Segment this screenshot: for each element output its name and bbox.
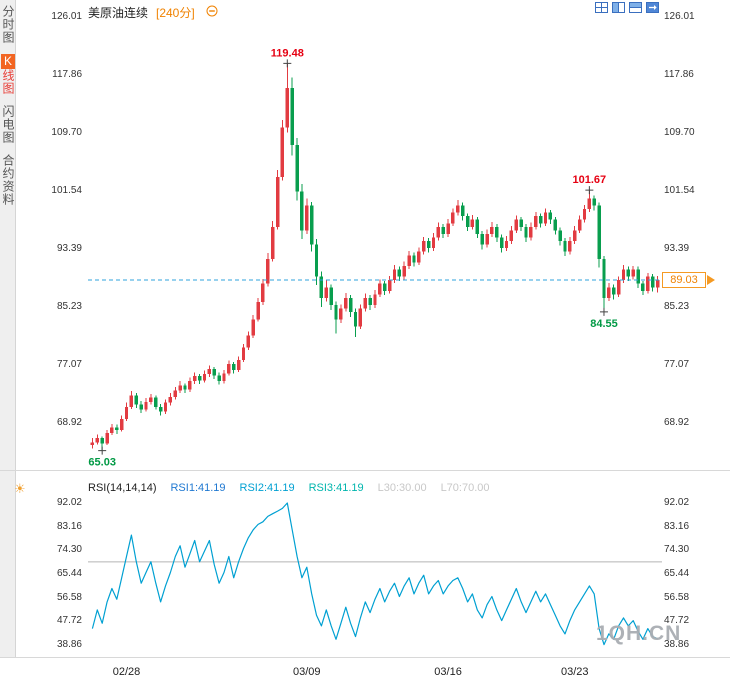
y-axis-label-left: 126.01 (51, 11, 82, 22)
y-axis-label-left: 117.86 (52, 68, 82, 80)
current-price-arrow-icon (707, 274, 715, 285)
rsi-chart-canvas[interactable] (88, 498, 662, 652)
pane-divider (0, 470, 730, 471)
active-tab-badge: K (1, 54, 15, 69)
y-axis-label-right: 126.01 (664, 11, 695, 22)
y-axis-label-left: 77.07 (56, 359, 82, 370)
sidebar-item-1[interactable]: K线图 (0, 49, 15, 100)
collapse-minus-icon[interactable] (206, 5, 218, 17)
active-tab-label: 线图 (1, 69, 15, 95)
extreme-cross-marker (599, 307, 608, 316)
chart-type-sidebar: 分时图 K线图闪电图合约资料 (0, 0, 16, 687)
y-axis-label-right: 85.23 (664, 300, 690, 312)
minus-circle-icon (206, 5, 218, 17)
extreme-price-label: 84.55 (590, 318, 618, 330)
rsi-legend-item-1: RSI2:41.19 (239, 482, 295, 494)
rsi-axis-label-right: 92.02 (664, 497, 690, 508)
rsi-legend-item-0: RSI1:41.19 (170, 482, 226, 494)
rsi-legend-item-3: L30:30.00 (377, 482, 427, 494)
rsi-legend-item-4: L70:70.00 (440, 482, 490, 494)
rsi-header: RSI(14,14,14) RSI1:41.19 RSI2:41.19 RSI3:4… (88, 482, 490, 494)
rsi-axis-label-right: 65.44 (664, 568, 690, 579)
window-layout-toolbar (595, 2, 659, 13)
extreme-cross-marker (585, 186, 594, 195)
extreme-cross-marker (98, 446, 107, 455)
period-tag[interactable]: [240分] (156, 6, 195, 20)
instrument-title: 美原油连续 (88, 6, 149, 20)
y-axis-label-left: 85.23 (56, 300, 82, 312)
rsi-axis-label-left: 56.58 (56, 591, 82, 603)
bottom-divider (0, 657, 730, 658)
rsi-axis-label-left: 74.30 (56, 544, 82, 556)
x-axis-date-label: 03/16 (434, 666, 462, 678)
grid-4-layout-icon[interactable] (595, 2, 608, 13)
extreme-price-label: 101.67 (573, 174, 607, 186)
rsi-axis-label-left: 65.44 (56, 568, 82, 579)
sidebar-item-3[interactable]: 合约资料 (1, 154, 15, 206)
extreme-price-label: 65.03 (88, 457, 116, 466)
current-price-value: 89.03 (670, 273, 698, 286)
current-price-tag: 89.03 (662, 271, 706, 288)
expand-layout-icon[interactable] (646, 2, 659, 13)
rsi-legend-item-2: RSI3:41.19 (308, 482, 364, 494)
rsi-title: RSI(14,14,14) (88, 482, 157, 494)
bottom-bar: 240分▲ (0, 658, 730, 687)
candles-group (90, 63, 660, 451)
price-chart-canvas[interactable]: 65.03 119.48 101.67 84.55 (88, 10, 662, 466)
rsi-axis-label-right: 38.86 (664, 639, 690, 650)
y-axis-label-right: 77.07 (664, 359, 690, 370)
price-annotations: 65.03 119.48 101.67 84.55 (88, 47, 617, 466)
indicator-settings-icon[interactable]: ☀ (14, 481, 26, 496)
rsi-axis-label-right: 74.30 (664, 544, 690, 556)
x-axis-date-label: 03/09 (293, 666, 321, 678)
rsi-axis-label-right: 83.16 (664, 520, 690, 532)
rsi-axis-label-left: 83.16 (56, 520, 82, 532)
y-axis-label-right: 117.86 (664, 68, 694, 80)
y-axis-label-left: 93.39 (56, 242, 82, 254)
y-axis-label-right: 68.92 (664, 416, 690, 428)
y-axis-label-left: 68.92 (56, 416, 82, 428)
y-axis-label-right: 101.54 (664, 185, 695, 196)
x-axis-date-label: 02/28 (112, 666, 141, 678)
grid-2-columns-layout-icon[interactable] (612, 2, 625, 13)
x-axis-date-label: 03/23 (560, 666, 589, 678)
y-axis-label-right: 93.39 (664, 242, 690, 254)
y-axis-label-left: 101.54 (51, 185, 82, 196)
sidebar-item-2[interactable]: 闪电图 (1, 105, 15, 144)
rsi-axis-label-left: 92.02 (56, 497, 82, 508)
y-axis-label-right: 109.70 (664, 126, 695, 138)
extreme-cross-marker (283, 59, 292, 68)
rsi-line (91, 502, 658, 646)
rsi-axis-label-left: 47.72 (56, 615, 82, 627)
rsi-axis-label-right: 56.58 (664, 591, 690, 603)
sidebar-item-0[interactable]: 分时图 (1, 5, 15, 44)
split-horizontal-layout-icon[interactable] (629, 2, 642, 13)
rsi-axis-label-right: 47.72 (664, 615, 690, 627)
watermark: 1QH.CN (596, 622, 682, 645)
y-axis-label-left: 109.70 (51, 126, 82, 138)
extreme-price-label: 119.48 (271, 47, 304, 59)
rsi-axis-label-left: 38.86 (56, 639, 82, 650)
